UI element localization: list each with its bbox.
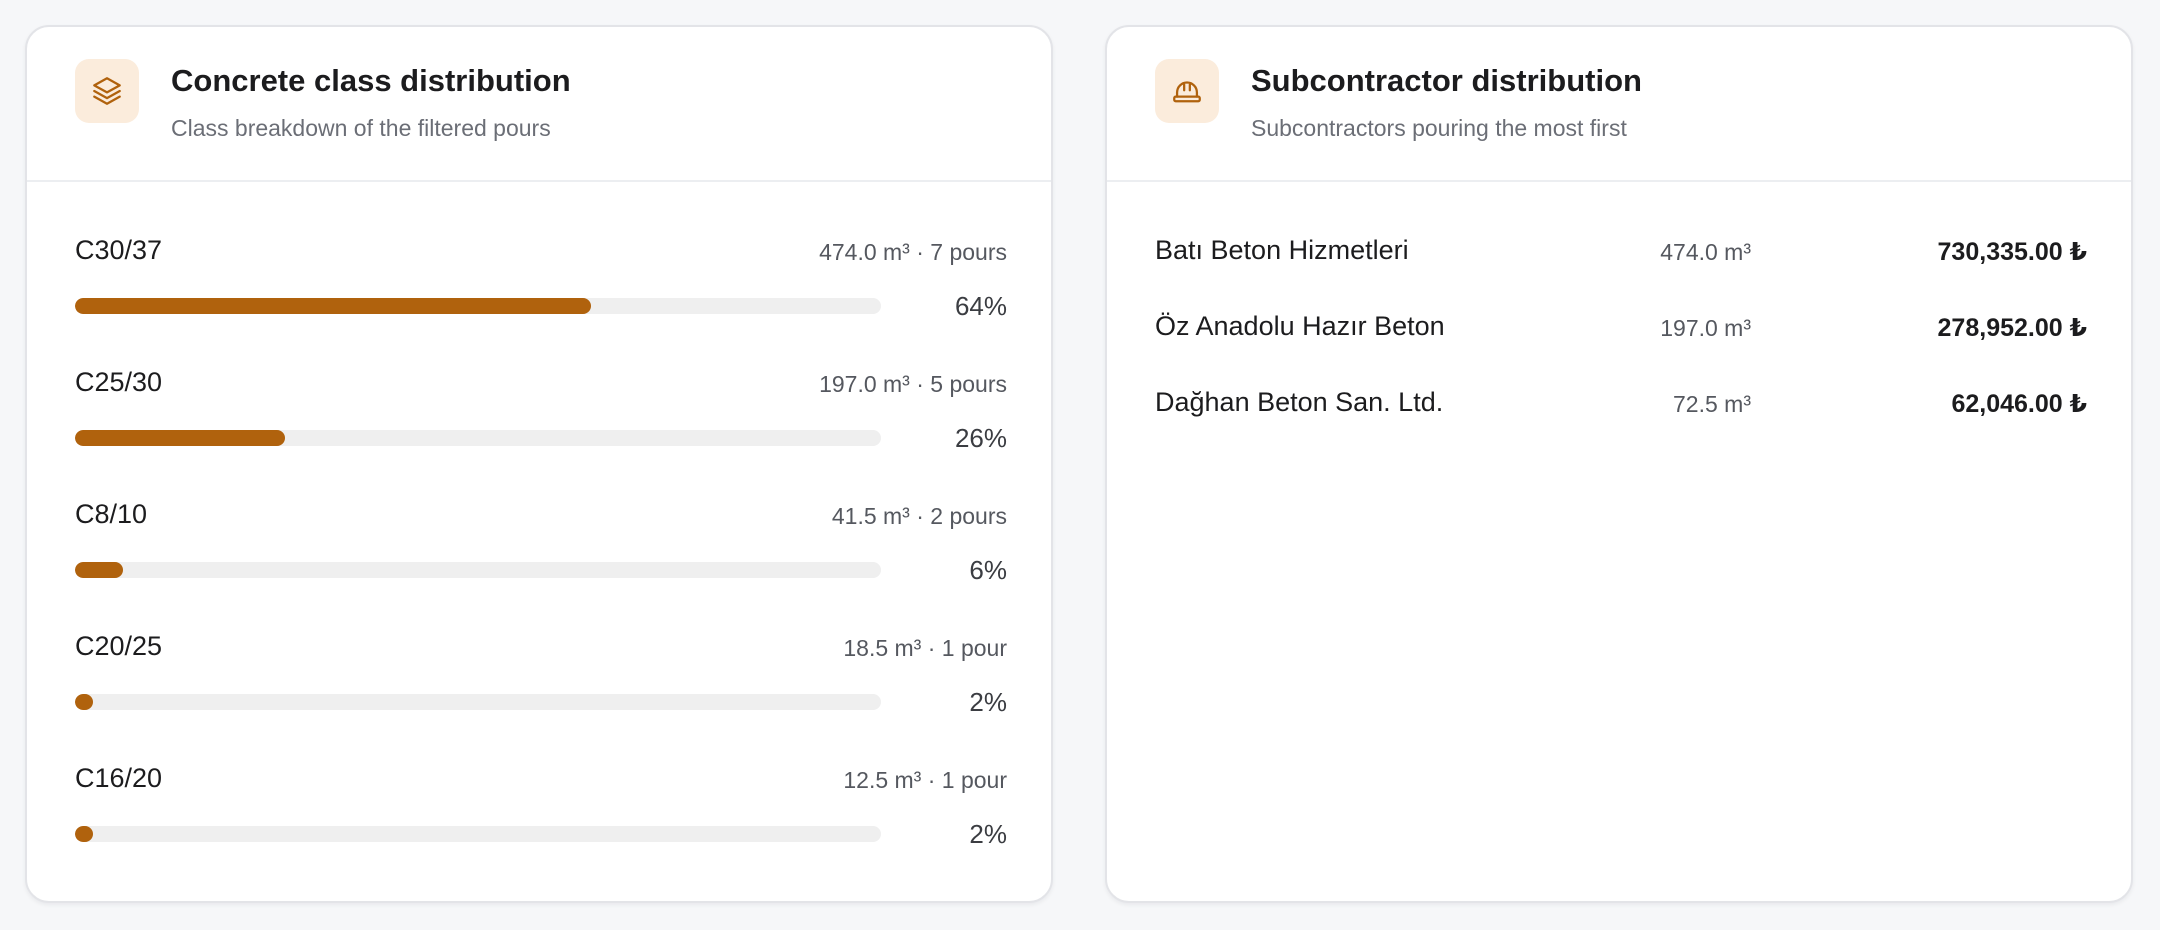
card-subtitle: Class breakdown of the filtered pours xyxy=(171,115,551,141)
subcontractor-name: Batı Beton Hizmetleri xyxy=(1155,235,1409,265)
subcontractor-row: Öz Anadolu Hazır Beton 197.0 m³ 278,952.… xyxy=(1155,311,2087,351)
class-progress-track xyxy=(75,298,881,314)
class-progress-track xyxy=(75,826,881,842)
subcontractor-amount: 730,335.00 ₺ xyxy=(1937,238,2087,266)
subcontractor-volume: 474.0 m³ xyxy=(1660,239,1751,265)
subcontractor-row: Dağhan Beton San. Ltd. 72.5 m³ 62,046.00… xyxy=(1155,387,2087,427)
class-progress-track xyxy=(75,694,881,710)
class-name: C20/25 xyxy=(75,631,163,661)
subcontractor-card: Subcontractor distribution Subcontractor… xyxy=(1105,25,2133,903)
subcontractor-name: Dağhan Beton San. Ltd. xyxy=(1155,387,1444,417)
card-title: Subcontractor distribution xyxy=(1251,63,1642,98)
class-name: C30/37 xyxy=(75,235,163,265)
class-name: C8/10 xyxy=(75,499,148,529)
class-volume-pours: 197.0 m³ · 5 pours xyxy=(819,371,1007,397)
class-row: C25/30 197.0 m³ · 5 pours 26% xyxy=(75,367,1007,477)
class-progress-fill xyxy=(75,826,93,842)
layers-icon xyxy=(75,59,139,123)
class-progress-track xyxy=(75,430,881,446)
class-row: C20/25 18.5 m³ · 1 pour 2% xyxy=(75,631,1007,741)
class-percent: 2% xyxy=(969,687,1007,717)
card-title: Concrete class distribution xyxy=(171,63,571,98)
class-progress-fill xyxy=(75,298,591,314)
class-row: C8/10 41.5 m³ · 2 pours 6% xyxy=(75,499,1007,609)
subcontractor-name: Öz Anadolu Hazır Beton xyxy=(1155,311,1445,341)
subcontractor-amount: 62,046.00 ₺ xyxy=(1951,390,2087,418)
subcontractor-volume: 197.0 m³ xyxy=(1660,315,1751,341)
class-progress-fill xyxy=(75,694,93,710)
class-progress-fill xyxy=(75,430,285,446)
class-row: C30/37 474.0 m³ · 7 pours 64% xyxy=(75,235,1007,345)
card-header: Subcontractor distribution Subcontractor… xyxy=(1107,27,2131,182)
class-name: C25/30 xyxy=(75,367,163,397)
class-volume-pours: 41.5 m³ · 2 pours xyxy=(831,503,1007,529)
class-row: C16/20 12.5 m³ · 1 pour 2% xyxy=(75,763,1007,873)
card-header: Concrete class distribution Class breakd… xyxy=(27,27,1051,182)
subcontractor-amount: 278,952.00 ₺ xyxy=(1937,314,2087,342)
class-percent: 26% xyxy=(954,423,1007,453)
class-volume-pours: 12.5 m³ · 1 pour xyxy=(843,767,1007,793)
subcontractor-volume: 72.5 m³ xyxy=(1673,391,1751,417)
hard-hat-icon xyxy=(1155,59,1219,123)
class-percent: 64% xyxy=(954,291,1007,321)
subcontractor-row: Batı Beton Hizmetleri 474.0 m³ 730,335.0… xyxy=(1155,235,2087,275)
concrete-class-card: Concrete class distribution Class breakd… xyxy=(25,25,1053,903)
class-percent: 6% xyxy=(969,555,1007,585)
card-subtitle: Subcontractors pouring the most first xyxy=(1251,115,1627,141)
class-progress-track xyxy=(75,562,881,578)
class-volume-pours: 18.5 m³ · 1 pour xyxy=(843,635,1007,661)
class-volume-pours: 474.0 m³ · 7 pours xyxy=(819,239,1007,265)
class-percent: 2% xyxy=(969,819,1007,849)
class-progress-fill xyxy=(75,562,124,578)
class-name: C16/20 xyxy=(75,763,163,793)
